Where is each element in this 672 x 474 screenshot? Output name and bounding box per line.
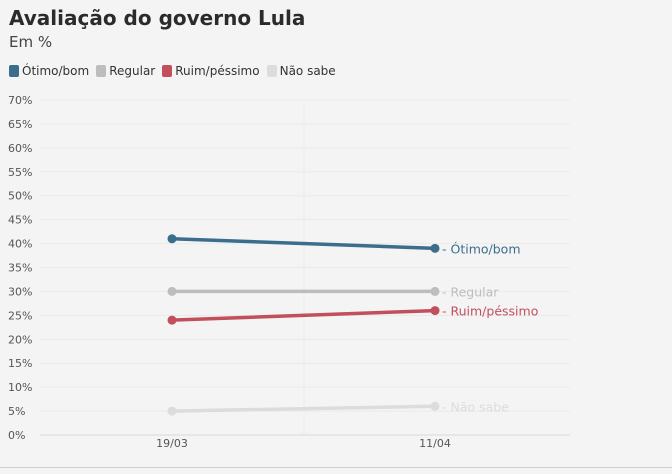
data-point-regular bbox=[167, 286, 177, 296]
legend-label-otimo-bom: Ótimo/bom bbox=[22, 64, 90, 78]
legend-swatch-regular bbox=[96, 65, 107, 77]
x-tick-label: 11/04 bbox=[419, 437, 451, 450]
legend-swatch-nao-sabe bbox=[266, 65, 277, 77]
y-tick-label: 40% bbox=[8, 238, 32, 251]
legend-label-regular: Regular bbox=[109, 64, 156, 78]
data-point-ruim-pessimo bbox=[430, 306, 440, 316]
y-tick-label: 10% bbox=[8, 381, 32, 394]
y-tick-label: 35% bbox=[8, 262, 32, 275]
y-tick-label: 5% bbox=[8, 405, 25, 418]
y-tick-label: 0% bbox=[8, 429, 25, 442]
legend-item-otimo-bom[interactable]: Ótimo/bom bbox=[9, 64, 89, 78]
legend-label-ruim-pessimo: Ruim/péssimo bbox=[175, 64, 260, 78]
legend-item-ruim-pessimo[interactable]: Ruim/péssimo bbox=[162, 64, 260, 78]
legend-item-nao-sabe[interactable]: Não sabe bbox=[266, 64, 336, 78]
y-tick-label: 30% bbox=[8, 285, 32, 298]
y-tick-label: 15% bbox=[8, 357, 32, 370]
legend-label-nao-sabe: Não sabe bbox=[279, 64, 336, 78]
y-tick-label: 65% bbox=[8, 118, 32, 131]
series-line-ruim-pessimo bbox=[170, 308, 437, 322]
series-line-otimo-bom bbox=[170, 237, 437, 251]
series-end-label-ruim-pessimo: - Ruim/péssimo bbox=[442, 304, 538, 319]
data-point-nao-sabe bbox=[167, 406, 177, 416]
y-tick-label: 25% bbox=[8, 309, 32, 322]
bottom-divider bbox=[0, 467, 672, 468]
data-point-regular bbox=[430, 286, 440, 296]
data-point-ruim-pessimo bbox=[167, 315, 177, 325]
data-point-nao-sabe bbox=[430, 401, 440, 411]
y-tick-label: 55% bbox=[8, 166, 32, 179]
legend: Ótimo/bom Regular Ruim/péssimo Não sabe bbox=[9, 64, 343, 78]
y-tick-label: 20% bbox=[8, 333, 32, 346]
chart-subtitle: Em % bbox=[9, 33, 53, 51]
y-tick-label: 60% bbox=[8, 142, 32, 155]
series-line-nao-sabe bbox=[170, 404, 437, 413]
series-end-label-regular: - Regular bbox=[442, 284, 499, 299]
series-end-label-otimo-bom: - Ótimo/bom bbox=[442, 241, 521, 256]
legend-swatch-ruim-pessimo bbox=[162, 65, 173, 77]
chart-title: Avaliação do governo Lula bbox=[9, 6, 306, 30]
y-tick-label: 45% bbox=[8, 214, 32, 227]
series-end-label-nao-sabe: - Não sabe bbox=[442, 399, 509, 414]
x-tick-label: 19/03 bbox=[156, 437, 188, 450]
legend-item-regular[interactable]: Regular bbox=[96, 64, 155, 78]
data-point-otimo-bom bbox=[167, 234, 177, 244]
y-tick-label: 70% bbox=[8, 94, 32, 107]
data-point-otimo-bom bbox=[430, 243, 440, 253]
y-tick-label: 50% bbox=[8, 190, 32, 203]
legend-swatch-otimo-bom bbox=[9, 65, 19, 77]
